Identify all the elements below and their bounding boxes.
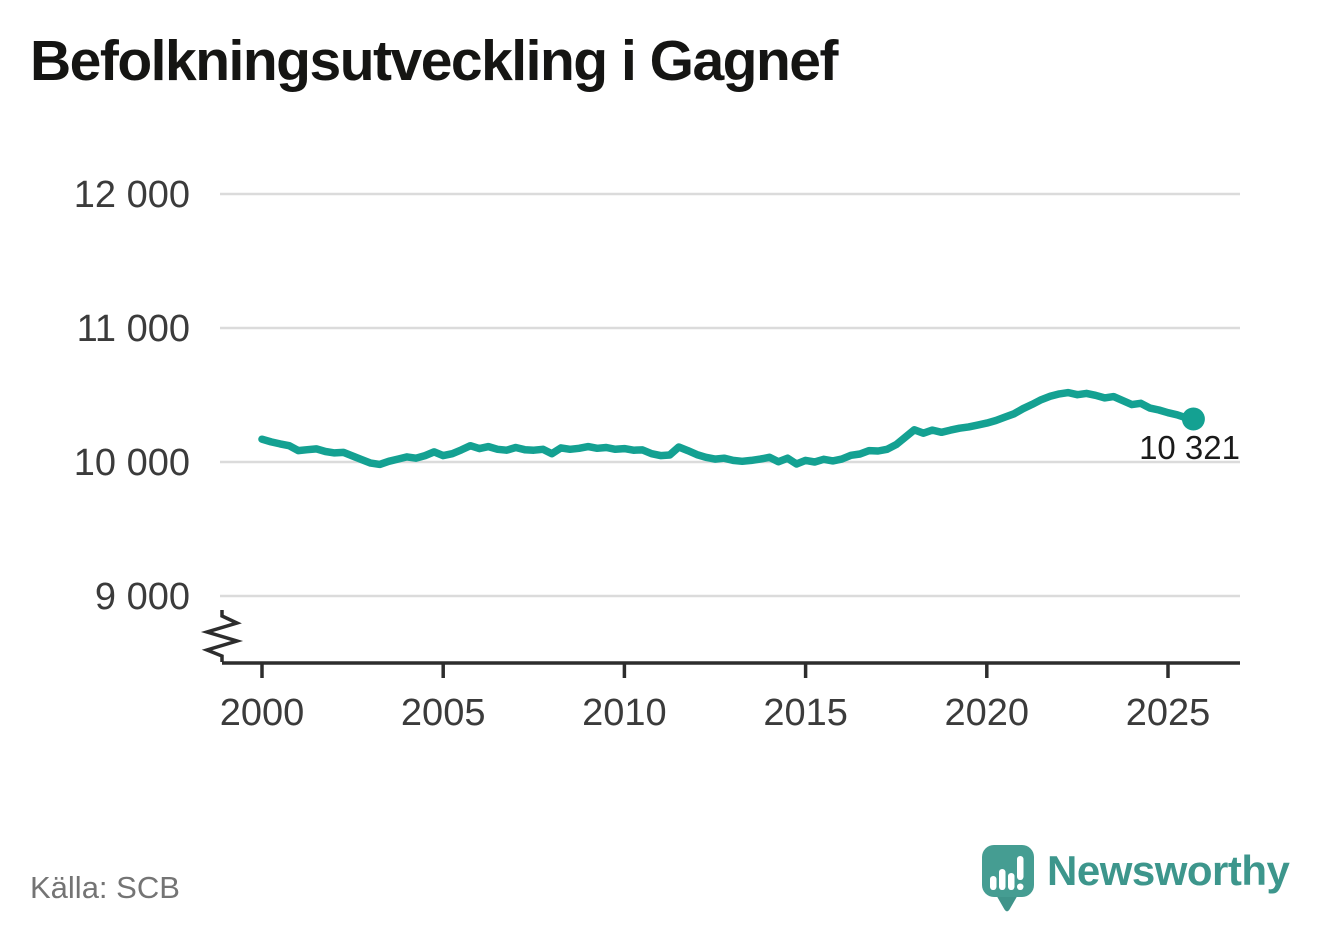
source-attribution: Källa: SCB (30, 870, 180, 905)
x-tick-label: 2010 (582, 692, 667, 734)
exclamation-dot (1017, 883, 1024, 890)
x-tick-label: 2025 (1126, 692, 1211, 734)
endpoint-value-label: 10 321 (1139, 429, 1240, 466)
y-axis-break-icon (200, 610, 244, 662)
speech-bubble (982, 845, 1034, 897)
x-axis-tick-labels: 2000 2005 2010 2015 2020 2025 (220, 692, 1211, 734)
chart-bar-1 (990, 876, 997, 890)
x-tick-label: 2015 (763, 692, 848, 734)
exclamation-bar (1017, 856, 1024, 880)
newsworthy-speech-bubble-chart-icon (982, 845, 1034, 912)
population-series-line (258, 388, 1198, 469)
page-title: Befolkningsutveckling i Gagnef (30, 29, 838, 93)
x-tick-label: 2000 (220, 692, 305, 734)
speech-bubble-tail (995, 893, 1019, 912)
y-tick-label: 12 000 (74, 174, 190, 216)
chart-bar-2 (999, 869, 1006, 890)
x-tick-label: 2020 (945, 692, 1030, 734)
newsworthy-logo: Newsworthy (981, 845, 1290, 915)
x-tick-label: 2005 (401, 692, 486, 734)
chart-bar-3 (1008, 873, 1015, 890)
y-tick-label: 9 000 (95, 576, 190, 618)
endpoint-dot (1181, 407, 1205, 431)
y-tick-label: 10 000 (74, 442, 190, 484)
newsworthy-wordmark: Newsworthy (1047, 847, 1290, 894)
x-axis (200, 610, 1240, 665)
series-group (258, 388, 1205, 469)
x-axis-ticks (260, 663, 1170, 678)
y-tick-label: 11 000 (77, 308, 190, 350)
y-axis-labels: 9 000 10 000 11 000 12 000 (74, 174, 190, 618)
